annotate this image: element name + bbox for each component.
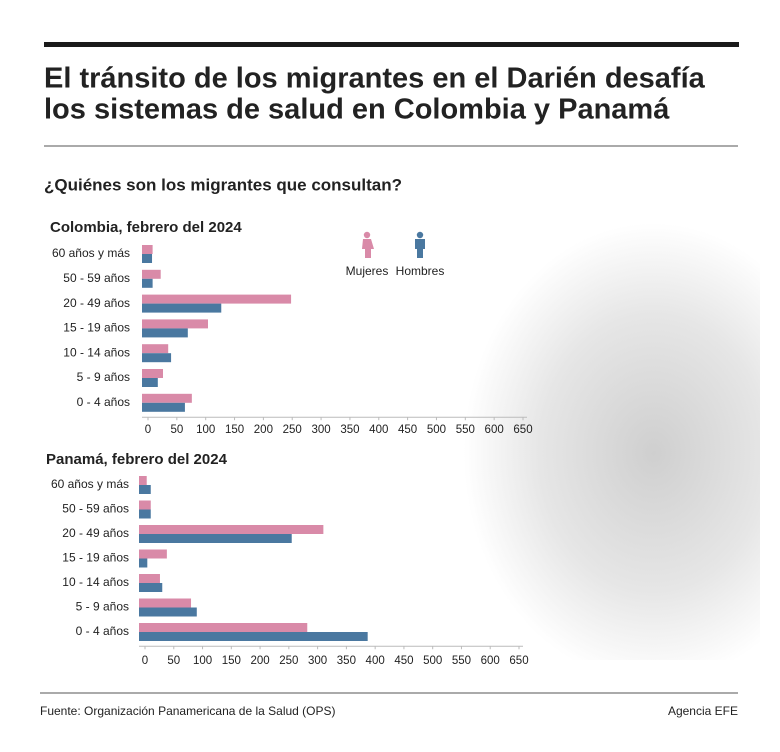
bar [142,402,185,412]
bar [139,509,151,519]
x-tick-label: 350 [337,655,356,667]
x-tick-label: 0 [145,424,151,436]
bar [142,278,153,288]
x-tick-label: 650 [513,424,532,436]
bar [142,344,169,354]
x-tick-label: 50 [170,424,183,436]
icon-body [362,239,374,258]
top-rule [44,42,739,47]
bar [142,245,153,254]
y-tick-label: 20 - 49 años [63,296,130,310]
y-tick-label: 20 - 49 años [62,526,129,540]
y-tick-label: 0 - 4 años [76,624,129,638]
bar [139,534,292,543]
bar [142,294,292,304]
legend-icon [362,231,374,258]
bar [142,369,163,378]
legend-label: Mujeres [346,264,389,278]
x-tick-label: 200 [254,424,273,436]
bar [139,607,197,617]
background-photo [380,200,760,660]
y-tick-label: 0 - 4 años [77,395,130,409]
x-tick-label: 400 [369,424,388,436]
x-tick-label: 250 [283,424,302,436]
x-tick-label: 400 [366,655,385,667]
y-tick-label: 60 años y más [52,246,130,260]
y-tick-label: 10 - 14 años [63,345,130,359]
bar [142,328,188,338]
chart-title: Colombia, febrero del 2024 [50,219,242,236]
x-tick-label: 350 [340,424,359,436]
x-tick-label: 100 [193,655,212,667]
x-tick-label: 550 [452,655,471,667]
legend-label: Hombres [396,264,445,278]
bar [142,353,172,363]
headline: El tránsito de los migrantes en el Darié… [44,63,706,95]
y-tick-label: 15 - 19 años [62,551,129,565]
bar [139,632,368,641]
x-tick-label: 650 [509,655,528,667]
chart-title: Panamá, febrero del 2024 [46,451,228,468]
x-tick-label: 300 [311,424,330,436]
x-tick-label: 100 [196,424,215,436]
icon-body [415,239,425,258]
subtitle: ¿Quiénes son los migrantes que consultan… [44,175,402,194]
credit: Agencia EFE [668,704,738,718]
y-tick-label: 10 - 14 años [62,575,129,589]
x-tick-label: 0 [142,655,148,667]
bar [139,598,192,608]
bar [139,574,160,583]
y-tick-label: 5 - 9 años [77,370,130,384]
x-tick-label: 500 [427,424,446,436]
x-tick-label: 500 [423,655,442,667]
bar [142,269,161,279]
bar [142,319,208,329]
source: Fuente: Organización Panamericana de la … [40,704,336,718]
bar [139,476,147,485]
bar [142,393,192,403]
bar [139,500,151,510]
headline: los sistemas de salud en Colombia y Pana… [44,94,670,126]
x-tick-label: 200 [250,655,269,667]
legend-icon [415,231,425,258]
bar [142,254,153,263]
bar [139,485,151,494]
y-tick-label: 50 - 59 años [63,271,130,285]
x-tick-label: 300 [308,655,327,667]
bar [139,558,148,568]
icon-head [416,231,424,239]
icon-head [363,231,371,239]
y-tick-label: 15 - 19 años [63,321,130,335]
y-tick-label: 5 - 9 años [76,600,129,614]
x-tick-label: 250 [279,655,298,667]
bar [142,378,158,387]
x-tick-label: 600 [485,424,504,436]
bar [139,525,324,534]
x-tick-label: 150 [225,424,244,436]
bar [142,303,222,313]
x-tick-label: 450 [394,655,413,667]
x-tick-label: 150 [222,655,241,667]
x-tick-label: 450 [398,424,417,436]
y-tick-label: 50 - 59 años [62,502,129,516]
x-tick-label: 600 [481,655,500,667]
bar [139,583,163,592]
bar [139,549,167,559]
y-tick-label: 60 años y más [51,477,129,491]
bar [139,623,308,632]
x-tick-label: 550 [456,424,475,436]
x-tick-label: 50 [167,655,180,667]
